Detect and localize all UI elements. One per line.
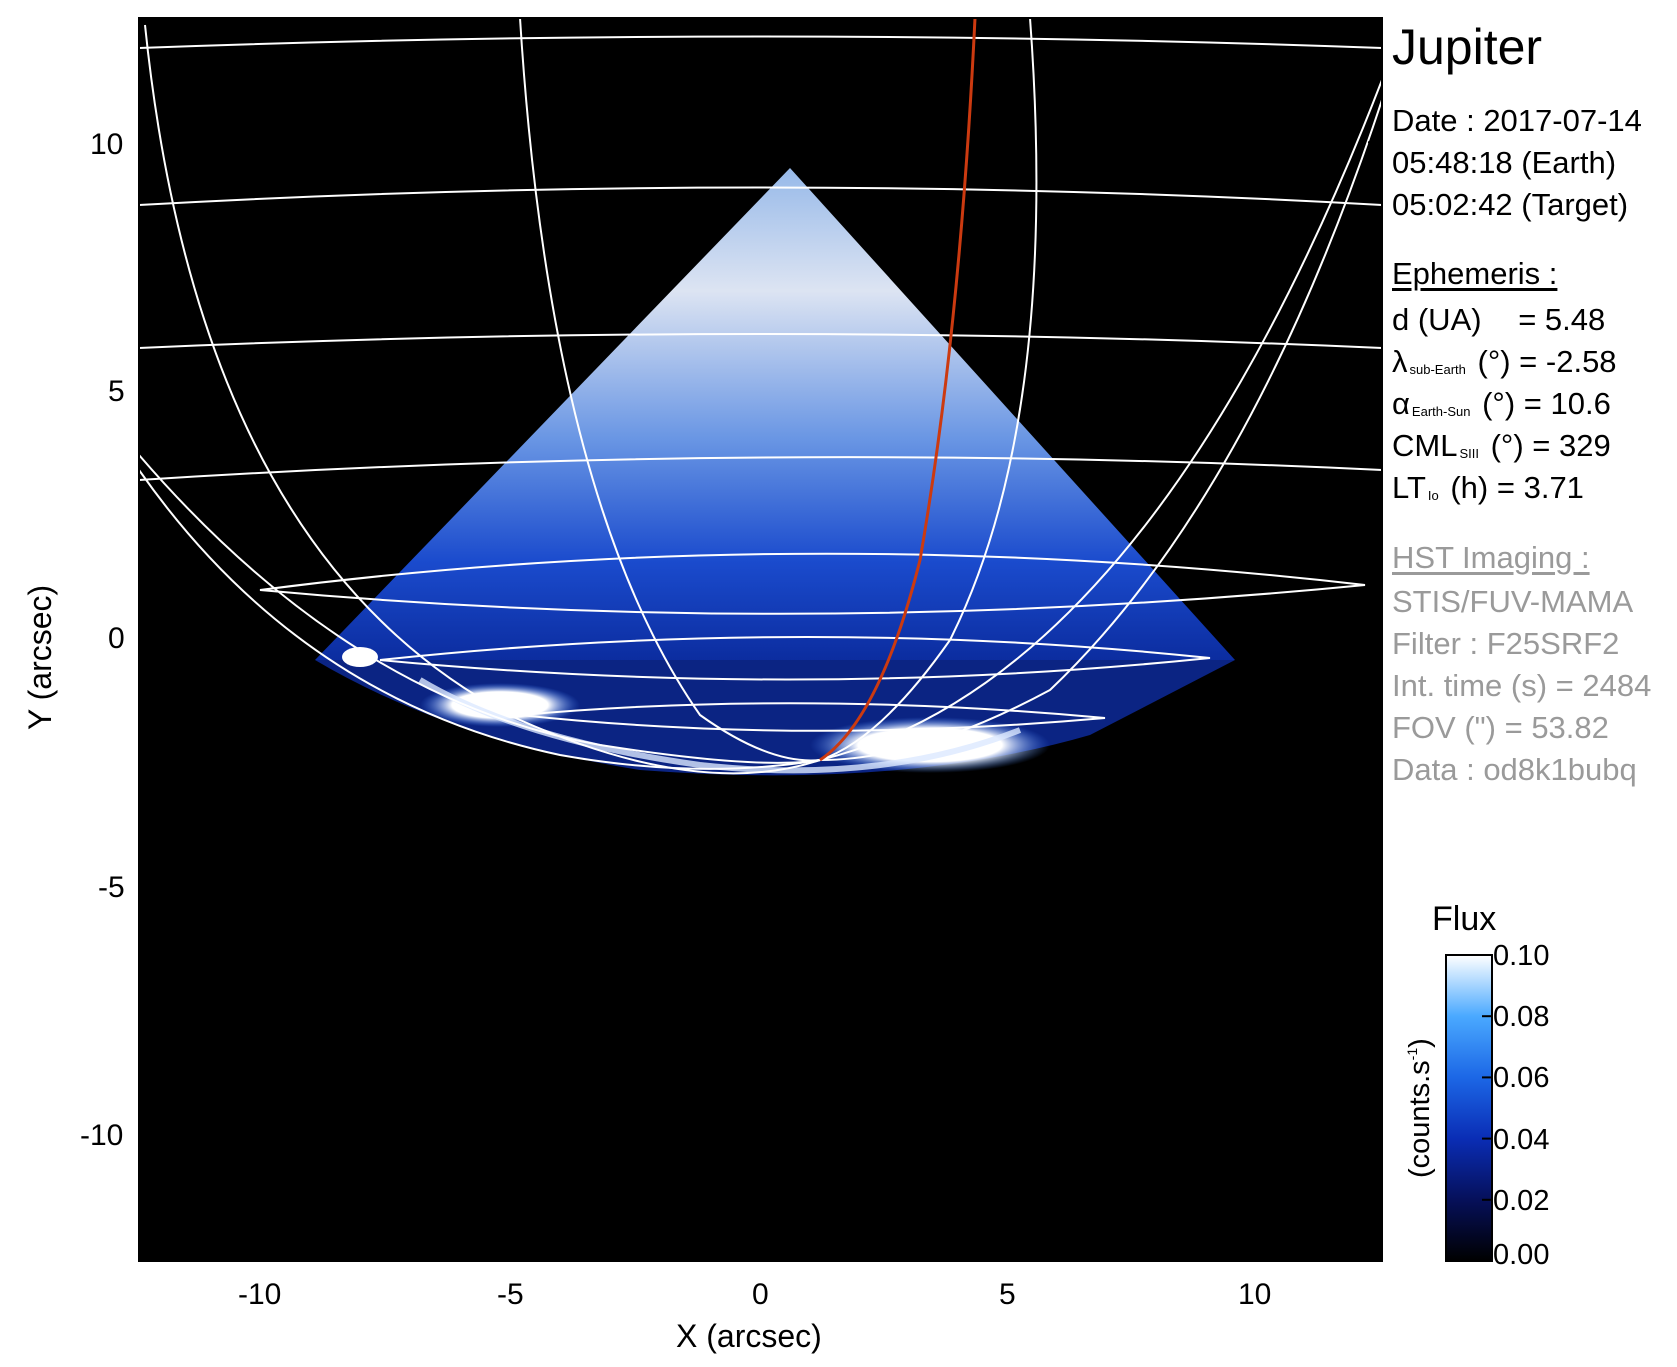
parallel-5 (259, 552, 1366, 615)
lt-symbol: LT (1392, 470, 1426, 505)
phase-unit: (°) (1482, 386, 1516, 421)
x-tick-label: -5 (497, 1278, 524, 1311)
sub-earth-value: = -2.58 (1519, 344, 1617, 379)
x-tick-label: 0 (752, 1278, 769, 1311)
lt-value: = 3.71 (1496, 470, 1584, 505)
colorbar-unit-exponent: -1 (1404, 1047, 1420, 1061)
instrument-heading: HST Imaging : (1392, 540, 1590, 575)
phase-subscript: Earth-Sun (1411, 404, 1471, 419)
limb-inner (139, 469, 821, 770)
y-tick-label: 5 (108, 375, 125, 408)
x-tick-label: -10 (238, 1278, 282, 1311)
colorbar-tick-label: 0.00 (1493, 1239, 1550, 1271)
colorbar-tick-label: 0.04 (1493, 1124, 1550, 1156)
x-tick-label: 10 (1238, 1278, 1272, 1311)
lat-lon-grid (139, 18, 1382, 775)
colorbar (1445, 954, 1493, 1262)
observation-wedge (315, 168, 1235, 660)
sub-earth-subscript: sub-Earth (1409, 362, 1466, 377)
parallel-3 (139, 333, 1382, 349)
sub-earth-symbol: λ (1392, 344, 1408, 379)
instrument-int-time: Int. time (s) = 2484 (1392, 668, 1652, 703)
parallel-4 (139, 456, 1382, 481)
meridian-2 (139, 454, 821, 764)
distance-value: = 5.48 (1518, 302, 1606, 337)
colorbar-unit-close: ) (1404, 1038, 1436, 1048)
colorbar-title: Flux (1432, 900, 1497, 938)
x-axis-label: X (arcsec) (676, 1318, 822, 1354)
y-tick-label: -5 (98, 871, 125, 904)
y-tick-marks (139, 141, 1382, 1138)
ephemeris-distance: d (UA) = 5.48 (1392, 302, 1605, 338)
ephemeris-sub-earth: λ sub-Earth (°) = -2.58 (1392, 344, 1617, 380)
ephemeris-heading: Ephemeris : (1392, 256, 1558, 291)
instrument-filter: Filter : F25SRF2 (1392, 626, 1620, 661)
instrument-data-id: Data : od8k1bubq (1392, 752, 1637, 787)
target-time: 05:02:42 (Target) (1392, 187, 1629, 222)
auroral-oval-dawn (420, 683, 580, 727)
colorbar-unit: (counts.s-1) (1404, 1038, 1437, 1178)
parallel-2 (139, 186, 1382, 206)
target-name: Jupiter (1392, 19, 1543, 75)
instrument-detector: STIS/FUV-MAMA (1392, 584, 1634, 619)
x-tick-marks (262, 18, 1259, 1261)
ephemeris-phase: α Earth-Sun (°) = 10.6 (1392, 386, 1611, 422)
cml-value: = 329 (1532, 428, 1611, 463)
colorbar-tick-marks (1482, 954, 1492, 1262)
distance-label: d (UA) (1392, 302, 1482, 337)
meridian-3 (519, 18, 821, 762)
instrument-fov: FOV (") = 53.82 (1392, 710, 1609, 745)
sub-earth-unit: (°) (1477, 344, 1511, 379)
meridian-4 (819, 18, 1038, 761)
y-tick-label: -10 (80, 1119, 124, 1152)
cml-subscript: SIII (1459, 446, 1479, 461)
cml-symbol: CML (1392, 428, 1458, 463)
meridian-5 (819, 99, 1382, 761)
colorbar-tick-label: 0.06 (1493, 1062, 1550, 1094)
ephemeris-cml: CML SIII (°) = 329 (1392, 428, 1611, 464)
date-line: Date : 2017-07-14 (1392, 103, 1642, 138)
y-tick-label: 0 (108, 622, 125, 655)
earth-time: 05:48:18 (Earth) (1392, 145, 1617, 180)
phase-symbol: α (1392, 386, 1410, 421)
y-tick-label: 10 (90, 128, 124, 161)
io-footprint-curve (819, 18, 977, 762)
parallel-7 (519, 702, 1106, 732)
y-axis-label: Y (arcsec) (22, 584, 58, 730)
cml-unit: (°) (1490, 428, 1524, 463)
lt-subscript: Io (1427, 488, 1439, 503)
lt-unit: (h) (1450, 470, 1489, 505)
parallel-1 (139, 35, 1382, 49)
x-tick-label: 5 (999, 1278, 1016, 1311)
ephemeris-lt: LT Io (h) = 3.71 (1392, 470, 1584, 506)
colorbar-tick-label: 0.08 (1493, 1001, 1550, 1033)
io-spot (342, 647, 378, 667)
phase-value: = 10.6 (1523, 386, 1611, 421)
colorbar-tick-label: 0.10 (1493, 940, 1550, 972)
parallel-6 (379, 635, 1211, 681)
colorbar-unit-text: (counts.s (1404, 1060, 1436, 1178)
colorbar-tick-label: 0.02 (1493, 1185, 1550, 1217)
meridian-outer (144, 24, 1382, 775)
